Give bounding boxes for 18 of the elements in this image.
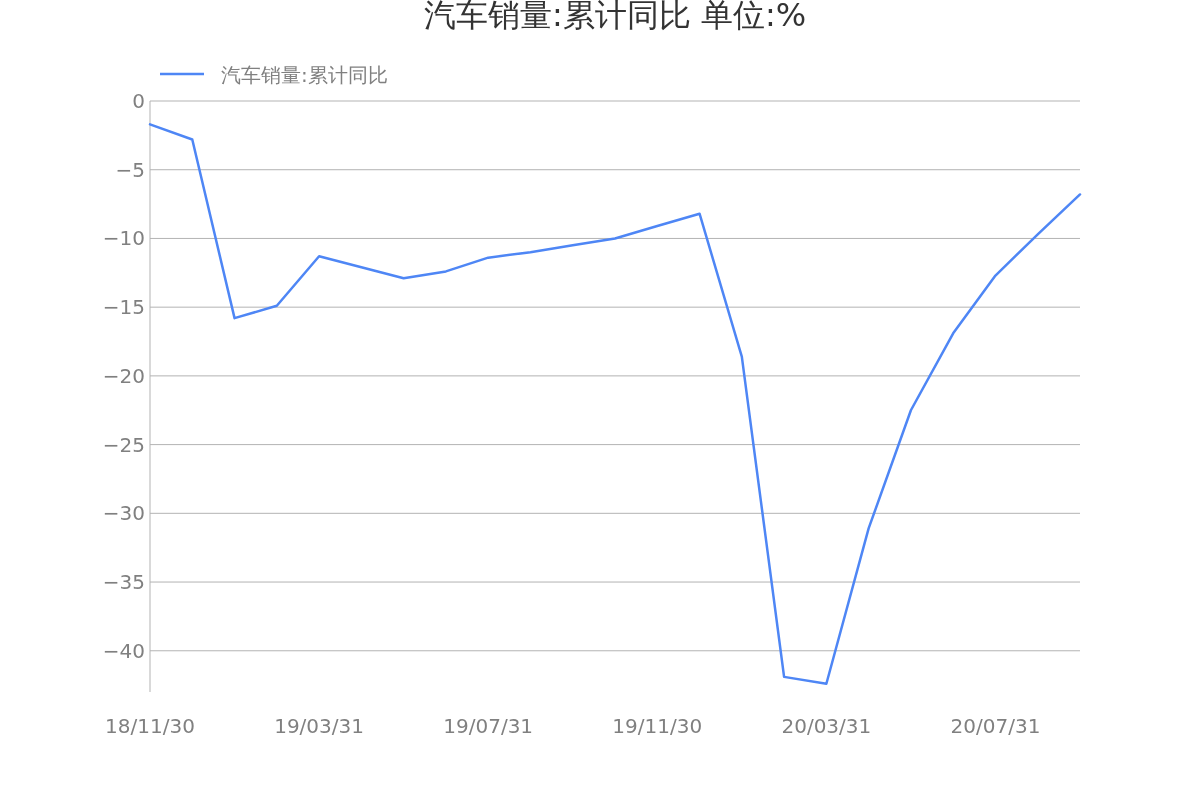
x-tick-label: 18/11/30 <box>105 714 195 738</box>
y-tick-label: −40 <box>102 638 145 663</box>
y-tick-label: −5 <box>115 157 145 182</box>
y-tick-label: 0 <box>132 89 145 113</box>
y-tick-label: −35 <box>102 570 145 595</box>
x-tick-label: 19/03/31 <box>274 714 364 738</box>
chart-title: 汽车销量:累计同比 单位:% <box>423 0 807 34</box>
y-tick-label: −30 <box>102 501 145 526</box>
y-tick-label: −15 <box>102 295 145 320</box>
line-series <box>148 123 1082 685</box>
y-tick-label: −20 <box>102 363 145 388</box>
x-tick-label: 19/07/31 <box>443 714 534 738</box>
x-tick-label: 20/03/31 <box>781 714 872 738</box>
legend-label: 汽车销量:累计同比 <box>221 63 388 87</box>
x-tick-label: 20/07/31 <box>950 714 1041 738</box>
x-tick-label: 19/11/30 <box>612 714 703 738</box>
y-tick-label: −10 <box>102 226 145 251</box>
y-tick-label: −25 <box>102 432 145 457</box>
